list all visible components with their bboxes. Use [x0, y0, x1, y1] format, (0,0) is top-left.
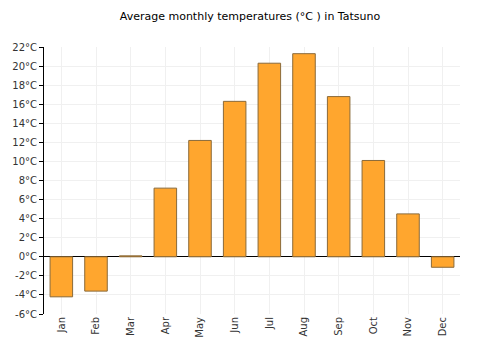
svg-text:Jul: Jul [264, 317, 275, 330]
svg-text:2°C: 2°C [19, 232, 37, 243]
svg-text:Average monthly temperatures (: Average monthly temperatures (°C ) in Ta… [120, 10, 381, 23]
svg-text:Apr: Apr [160, 316, 171, 334]
svg-text:Jan: Jan [56, 317, 67, 333]
svg-text:Mar: Mar [125, 316, 136, 336]
svg-text:22°C: 22°C [12, 42, 37, 53]
svg-text:14°C: 14°C [12, 118, 37, 129]
svg-text:Oct: Oct [368, 317, 379, 334]
svg-text:18°C: 18°C [12, 80, 37, 91]
svg-text:Dec: Dec [437, 317, 448, 336]
svg-text:-6°C: -6°C [15, 309, 37, 320]
svg-text:8°C: 8°C [19, 175, 37, 186]
svg-text:20°C: 20°C [12, 61, 37, 72]
svg-text:4°C: 4°C [19, 213, 37, 224]
svg-text:0°C: 0°C [19, 251, 37, 262]
svg-text:6°C: 6°C [19, 194, 37, 205]
svg-text:10°C: 10°C [12, 156, 37, 167]
svg-text:Sep: Sep [333, 317, 344, 336]
svg-text:-2°C: -2°C [15, 270, 37, 281]
svg-text:Aug: Aug [298, 317, 309, 337]
svg-text:16°C: 16°C [12, 99, 37, 110]
svg-text:Jun: Jun [229, 317, 240, 334]
svg-text:Nov: Nov [402, 317, 413, 337]
svg-text:12°C: 12°C [12, 137, 37, 148]
svg-text:May: May [194, 317, 205, 338]
svg-text:-4°C: -4°C [15, 289, 37, 300]
svg-text:Feb: Feb [90, 317, 101, 335]
